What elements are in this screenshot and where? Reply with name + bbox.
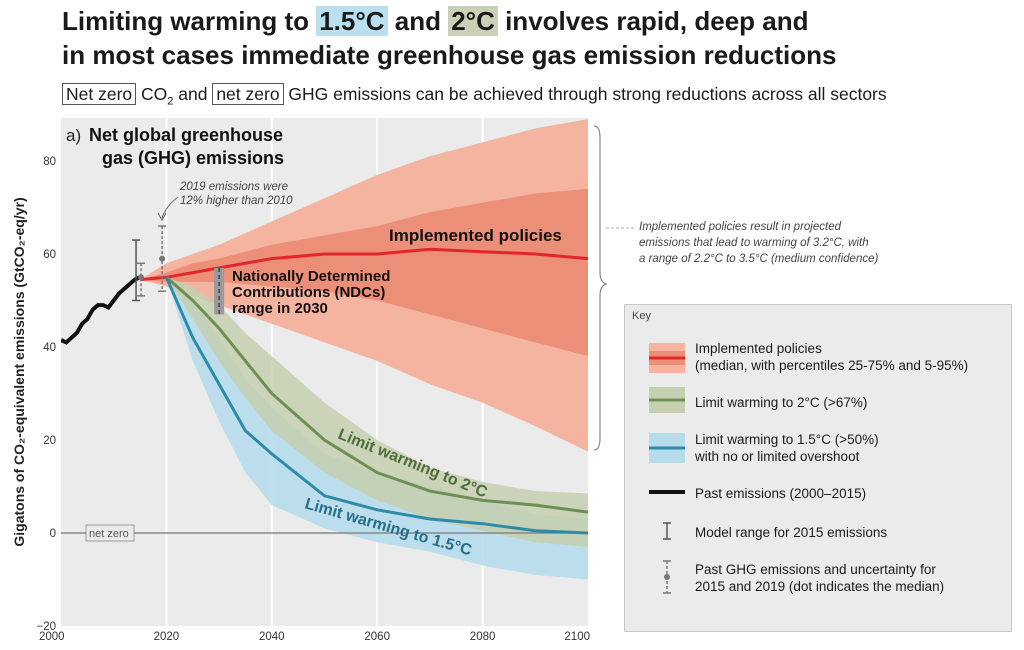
brace-note: emissions that lead to warming of 3.2°C,…	[639, 237, 869, 249]
key-text: Past GHG emissions and uncertainty for	[695, 562, 936, 577]
x-tick-label: 2060	[364, 631, 390, 643]
net-zero-label: net zero	[89, 528, 129, 540]
past-uncertainty-median-dot	[138, 274, 145, 281]
key-swatch-implemented	[649, 343, 685, 373]
key-swatch-1-5c	[649, 433, 685, 463]
panel-title-line: gas (GHG) emissions	[102, 148, 284, 168]
y-axis-label: Gigatons of CO₂-equivalent emissions (Gt…	[11, 197, 27, 546]
subtitle-rest: GHG emissions can be achieved through st…	[283, 84, 887, 104]
legend-key: Key Implemented policies (median, with p…	[624, 304, 1012, 632]
key-title: Key	[632, 310, 651, 322]
key-text: 2015 and 2019 (dot indicates the median)	[695, 579, 945, 594]
key-swatch-past	[649, 490, 685, 494]
key-item-implemented: Implemented policies (median, with perce…	[695, 340, 968, 374]
projection-brace	[593, 125, 608, 451]
key-text: Implemented policies	[695, 341, 822, 356]
y-tick-label: 60	[43, 249, 56, 261]
implemented-median-line	[139, 247, 588, 282]
y-tick-label: 40	[43, 342, 56, 354]
panel-title-line: Net global greenhouse	[89, 125, 283, 145]
x-tick-label: 2080	[470, 631, 496, 643]
key-text: Limit warming to 1.5°C (>50%)	[695, 432, 879, 447]
y-tick-label: −20	[36, 621, 56, 633]
headline-post: involves rapid, deep and	[497, 6, 809, 36]
headline-line-1: Limiting warming to 1.5°C and 2°C involv…	[62, 4, 836, 38]
key-text: (median, with percentiles 25-75% and 5-9…	[695, 358, 969, 373]
x-tick-label: 2100	[564, 631, 590, 643]
axis-ticks: 2000 2020 2040 2060 2080 2100−20020406080Giga…	[11, 156, 590, 643]
error-bars	[132, 225, 225, 315]
headline-pre: Limiting warming to	[62, 6, 317, 36]
annotation-2019-arrow	[161, 196, 179, 219]
key-item-model-range: Model range for 2015 emissions	[695, 524, 887, 541]
headline: Limiting warming to 1.5°C and 2°C involv…	[62, 4, 836, 72]
key-swatch-2c	[649, 387, 685, 413]
y-tick-label: 80	[43, 156, 56, 168]
x-tick-label: 2020	[154, 631, 180, 643]
annotation-2019-arrowhead	[157, 212, 167, 222]
panel-letter: a)	[66, 126, 81, 145]
key-item-past-uncertainty: Past GHG emissions and uncertainty for 2…	[695, 561, 944, 595]
series-lines	[61, 247, 588, 535]
subtitle-co2: CO	[136, 84, 168, 104]
annotation-2019: 2019 emissions were	[179, 181, 288, 193]
one-five-median-line	[165, 276, 588, 535]
key-text: Limit warming to 2°C (>67%)	[695, 395, 868, 410]
key-item-past: Past emissions (2000–2015)	[695, 485, 866, 502]
net-zero-box	[85, 524, 135, 542]
brace-note: Implemented policies result in projected	[639, 221, 842, 233]
two-c-median-line	[165, 276, 588, 514]
subtitle-and: and	[173, 84, 213, 104]
y-tick-label: 0	[50, 528, 56, 540]
key-text: Past emissions (2000–2015)	[695, 486, 867, 501]
key-swatch-model-range	[663, 522, 671, 540]
past-uncertainty-median-dot	[159, 255, 166, 262]
ndc-label: Contributions (NDCs)	[232, 284, 385, 301]
key-item-1-5c: Limit warming to 1.5°C (>50%) with no or…	[695, 431, 879, 465]
implemented-policies-label: Implemented policies	[389, 226, 562, 245]
key-item-2c: Limit warming to 2°C (>67%)	[695, 394, 867, 411]
x-tick-label: 2040	[259, 631, 285, 643]
key-text: Model range for 2015 emissions	[695, 525, 888, 540]
bands	[61, 119, 588, 580]
key-text: with no or limited overshoot	[695, 449, 860, 464]
headline-highlight-1-5: 1.5°C	[316, 6, 388, 36]
implemented-25-75-band	[140, 188, 588, 357]
x-tick-label: 2000	[39, 631, 65, 643]
headline-line-2: in most cases immediate greenhouse gas e…	[62, 40, 837, 70]
annotation-2019: 12% higher than 2010	[180, 195, 293, 207]
brace-note: a range of 2.2°C to 3.5°C (medium confid…	[639, 253, 878, 265]
y-tick-label: 20	[43, 435, 56, 447]
two-c-band	[166, 277, 588, 547]
ndc-label: Nationally Determined	[232, 268, 390, 285]
subtitle-co2-sub: 2	[167, 95, 174, 108]
ndc-label: range in 2030	[232, 300, 328, 317]
headline-mid: and	[387, 6, 449, 36]
headline-highlight-2: 2°C	[448, 6, 498, 36]
key-swatch-past-uncertainty	[663, 560, 671, 594]
subtitle-box-net-zero-2: net zero	[212, 83, 284, 105]
subtitle: Net zero CO2 and net zero GHG emissions …	[62, 83, 887, 108]
subtitle-box-net-zero: Net zero	[62, 83, 137, 105]
past-emissions-line	[61, 275, 141, 345]
